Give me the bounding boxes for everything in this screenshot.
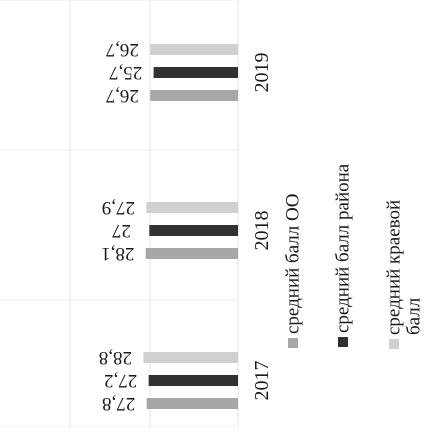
bar: [146, 202, 238, 213]
bars: [143, 44, 238, 409]
legend-swatch: [288, 338, 298, 348]
category-label: 2019: [251, 53, 273, 93]
data-label: 27,9: [102, 197, 135, 218]
legend-swatch: [389, 339, 399, 349]
legend: средний балл ОО средний балл района средни…: [283, 163, 425, 349]
data-label: 26,7: [106, 39, 139, 60]
data-label: 27,8: [102, 393, 135, 414]
legend-label: средний краевой: [384, 200, 405, 335]
bar: [148, 375, 238, 386]
bar: [146, 398, 238, 409]
bar: [153, 67, 238, 78]
bar: [150, 44, 238, 55]
bar: [143, 352, 238, 363]
data-label: 26,7: [106, 85, 139, 106]
bar: [150, 90, 238, 101]
bar: [149, 225, 238, 236]
legend-swatch: [338, 337, 348, 347]
data-label: 27: [112, 220, 131, 241]
bar: [145, 248, 238, 259]
data-label: 25,7: [109, 62, 142, 83]
data-label: 27,2: [104, 370, 137, 391]
legend-label: балл: [404, 297, 425, 335]
data-label: 28,1: [101, 243, 134, 264]
data-label: 28,8: [99, 347, 132, 368]
legend-label: средний балл ОО: [283, 194, 304, 334]
category-labels: 2017 2018 2019: [251, 53, 273, 401]
category-label: 2017: [251, 361, 273, 401]
legend-label: средний балл района: [333, 163, 354, 333]
category-label: 2018: [251, 211, 273, 251]
